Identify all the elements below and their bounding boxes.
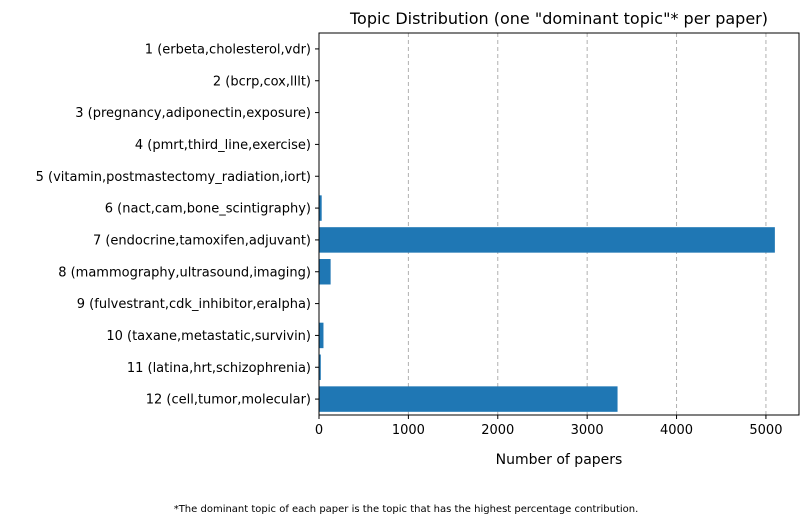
y-tick-label: 7 (endocrine,tamoxifen,adjuvant) bbox=[93, 233, 311, 248]
y-tick-label: 10 (taxane,metastatic,survivin) bbox=[106, 329, 311, 344]
footnote: *The dominant topic of each paper is the… bbox=[0, 504, 812, 515]
y-tick-label: 3 (pregnancy,adiponectin,exposure) bbox=[75, 106, 311, 121]
x-tick-label: 0 bbox=[315, 423, 323, 438]
y-tick-label: 1 (erbeta,cholesterol,vdr) bbox=[145, 42, 311, 57]
x-tick-label: 5000 bbox=[749, 423, 782, 438]
bar bbox=[319, 227, 775, 252]
y-tick-label: 9 (fulvestrant,cdk_inhibitor,eralpha) bbox=[77, 297, 311, 312]
x-tick-label: 4000 bbox=[660, 423, 693, 438]
axes bbox=[315, 33, 799, 419]
plot-frame bbox=[319, 33, 799, 415]
bars bbox=[319, 36, 775, 412]
y-tick-label: 11 (latina,hrt,schizophrenia) bbox=[127, 361, 311, 376]
x-tick-label: 1000 bbox=[392, 423, 425, 438]
x-axis-label: Number of papers bbox=[496, 452, 623, 468]
gridlines bbox=[408, 33, 766, 415]
y-tick-label: 6 (nact,cam,bone_scintigraphy) bbox=[105, 202, 311, 217]
x-tick-label: 2000 bbox=[481, 423, 514, 438]
x-tick-label: 3000 bbox=[571, 423, 604, 438]
bar bbox=[319, 323, 323, 348]
bar bbox=[319, 259, 331, 284]
y-tick-label: 8 (mammography,ultrasound,imaging) bbox=[58, 265, 311, 280]
y-tick-label: 5 (vitamin,postmastectomy_radiation,iort… bbox=[36, 170, 311, 185]
y-tick-label: 12 (cell,tumor,molecular) bbox=[146, 393, 311, 408]
y-tick-label: 4 (pmrt,third_line,exercise) bbox=[135, 138, 311, 153]
bar bbox=[319, 386, 618, 411]
y-tick-label: 2 (bcrp,cox,lllt) bbox=[213, 74, 311, 89]
chart-title: Topic Distribution (one "dominant topic"… bbox=[349, 9, 768, 28]
x-tick-labels: 0 1000 2000 3000 4000 5000 bbox=[315, 423, 783, 438]
y-tick-labels: 1 (erbeta,cholesterol,vdr) 2 (bcrp,cox,ll… bbox=[36, 42, 311, 407]
